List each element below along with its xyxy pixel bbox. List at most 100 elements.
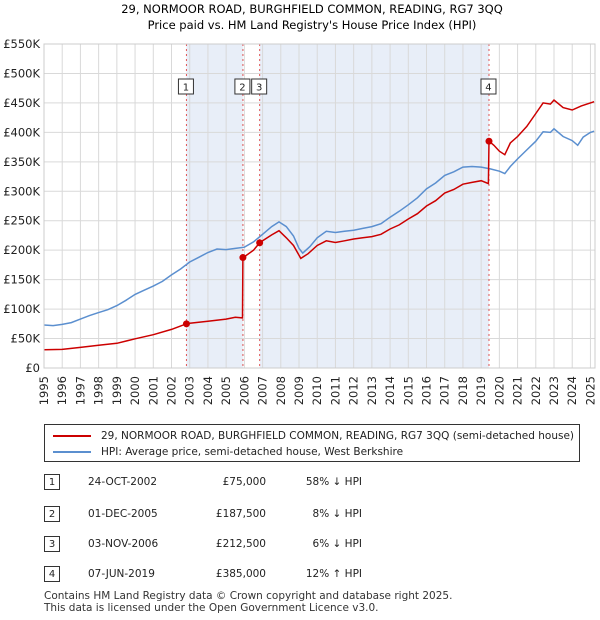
x-tick-label: 2010: [310, 376, 324, 405]
transaction-label-box: [177, 78, 194, 95]
x-tick-label: 2012: [347, 376, 361, 405]
shaded-periods: [186, 44, 489, 368]
x-tick-label: 2007: [256, 376, 270, 405]
plot-frame: [43, 43, 596, 369]
transaction-label-text: 3: [256, 83, 262, 94]
y-axis-ticks: £0 £50K £100K £150K £200K £250K £300K £350K £400…: [3, 37, 40, 375]
transaction-label: 2: [234, 78, 251, 95]
y-tick-label: £350K: [3, 155, 40, 169]
legend-item-hpi: HPI: Average price, semi-detached house,…: [53, 444, 403, 460]
transaction-label-text: 1: [183, 83, 189, 94]
x-tick-label: 2025: [583, 376, 597, 405]
y-tick-label: £300K: [3, 184, 40, 198]
transaction-hpi-diff: 12% ↑ HPI: [305, 568, 362, 580]
transaction-number: 2: [44, 506, 60, 522]
transaction-point: [256, 239, 264, 247]
x-tick-label: 2021: [511, 376, 525, 405]
transaction-hpi-diff: 8% ↓ HPI: [312, 508, 362, 520]
transaction-point: [239, 254, 247, 262]
transaction-point: [182, 320, 190, 328]
y-tick-label: £250K: [3, 214, 40, 228]
transaction-hpi-diff: 6% ↓ HPI: [312, 538, 362, 550]
transaction-price: £385,000: [215, 568, 266, 580]
transaction-label-box: [234, 78, 251, 95]
x-tick-label: 2013: [365, 376, 379, 405]
y-tick-label: £450K: [3, 96, 40, 110]
transaction-number: 1: [44, 474, 60, 490]
legend-label-hpi: HPI: Average price, semi-detached house,…: [101, 446, 404, 458]
transaction-date: 24-OCT-2002: [88, 476, 157, 488]
x-tick-label: 2016: [420, 376, 434, 405]
x-tick-label: 2003: [183, 376, 197, 405]
x-tick-label: 2017: [438, 376, 452, 405]
x-tick-label: 1997: [73, 376, 87, 405]
y-tick-label: £200K: [3, 243, 40, 257]
footer-line-2: This data is licensed under the Open Gov…: [44, 602, 379, 614]
y-tick-label: £400K: [3, 125, 40, 139]
transaction-points: [182, 137, 493, 328]
y-tick-label: £100K: [3, 302, 40, 316]
transaction-date: 01-DEC-2005: [88, 508, 158, 520]
table-row: 4 07-JUN-2019 £385,000 12% ↑ HPI: [44, 566, 464, 584]
transaction-label: 1: [177, 78, 194, 95]
transaction-label-text: 4: [485, 83, 491, 94]
x-tick-label: 2008: [274, 376, 288, 405]
x-tick-label: 1998: [92, 376, 106, 405]
x-tick-label: 2004: [201, 376, 215, 405]
transaction-label: 3: [251, 78, 268, 95]
transaction-date: 07-JUN-2019: [88, 568, 155, 580]
y-tick-label: £50K: [11, 332, 41, 346]
x-tick-label: 2019: [474, 376, 488, 405]
x-tick-label: 2023: [547, 376, 561, 405]
shaded-period: [259, 44, 489, 368]
x-tick-label: 2020: [492, 376, 506, 405]
hpi-line: [43, 127, 595, 327]
legend-swatch-blue: [53, 451, 91, 453]
x-tick-label: 1995: [37, 376, 51, 405]
shaded-period: [186, 44, 243, 368]
x-tick-label: 1996: [55, 376, 69, 405]
y-tick-label: £150K: [3, 273, 40, 287]
transaction-number: 4: [44, 566, 60, 582]
transaction-hpi-diff: 58% ↓ HPI: [305, 476, 362, 488]
x-tick-label: 2005: [219, 376, 233, 405]
x-axis-ticks: 1995 1996 1997 1998 1999 2000 2001 2002 2003 2004…: [37, 376, 597, 405]
transaction-date: 03-NOV-2006: [88, 538, 159, 550]
table-row: 2 01-DEC-2005 £187,500 8% ↓ HPI: [44, 506, 464, 524]
footer-attribution: Contains HM Land Registry data © Crown c…: [44, 590, 452, 614]
x-tick-label: 2001: [146, 376, 160, 405]
transaction-point: [485, 137, 493, 145]
x-tick-label: 2002: [165, 376, 179, 405]
chart-title: 29, NORMOOR ROAD, BURGHFIELD COMMON, REA…: [121, 2, 503, 16]
x-tick-label: 1999: [110, 376, 124, 405]
series-lines: [43, 98, 595, 351]
legend-item-property: 29, NORMOOR ROAD, BURGHFIELD COMMON, REA…: [53, 428, 574, 444]
legend-label-property: 29, NORMOOR ROAD, BURGHFIELD COMMON, REA…: [101, 430, 575, 442]
transaction-price: £187,500: [215, 508, 266, 520]
legend: 29, NORMOOR ROAD, BURGHFIELD COMMON, REA…: [44, 424, 580, 462]
footer-line-1: Contains HM Land Registry data © Crown c…: [44, 590, 453, 602]
transaction-number: 3: [44, 536, 60, 552]
price-chart: 29, NORMOOR ROAD, BURGHFIELD COMMON, REA…: [3, 2, 597, 405]
y-tick-label: £500K: [3, 66, 40, 80]
x-tick-label: 2022: [529, 376, 543, 405]
transaction-label-text: 2: [239, 83, 245, 94]
x-tick-label: 2014: [383, 376, 397, 405]
x-tick-label: 2011: [328, 376, 342, 405]
y-tick-label: £0: [25, 361, 40, 375]
transaction-label-box: [251, 78, 268, 95]
y-tick-label: £550K: [3, 37, 40, 51]
legend-swatch-red: [53, 435, 91, 437]
x-tick-label: 2018: [456, 376, 470, 405]
transaction-label-box: [480, 78, 497, 95]
transaction-price: £212,500: [215, 538, 266, 550]
chart-subtitle: Price paid vs. HM Land Registry's House …: [148, 18, 477, 32]
price-paid-line: [43, 98, 595, 351]
x-tick-label: 2015: [401, 376, 415, 405]
transaction-label: 4: [480, 78, 497, 95]
x-tick-label: 2009: [292, 376, 306, 405]
transaction-price: £75,000: [222, 476, 266, 488]
x-tick-label: 2000: [128, 376, 142, 405]
table-row: 1 24-OCT-2002 £75,000 58% ↓ HPI: [44, 474, 464, 492]
